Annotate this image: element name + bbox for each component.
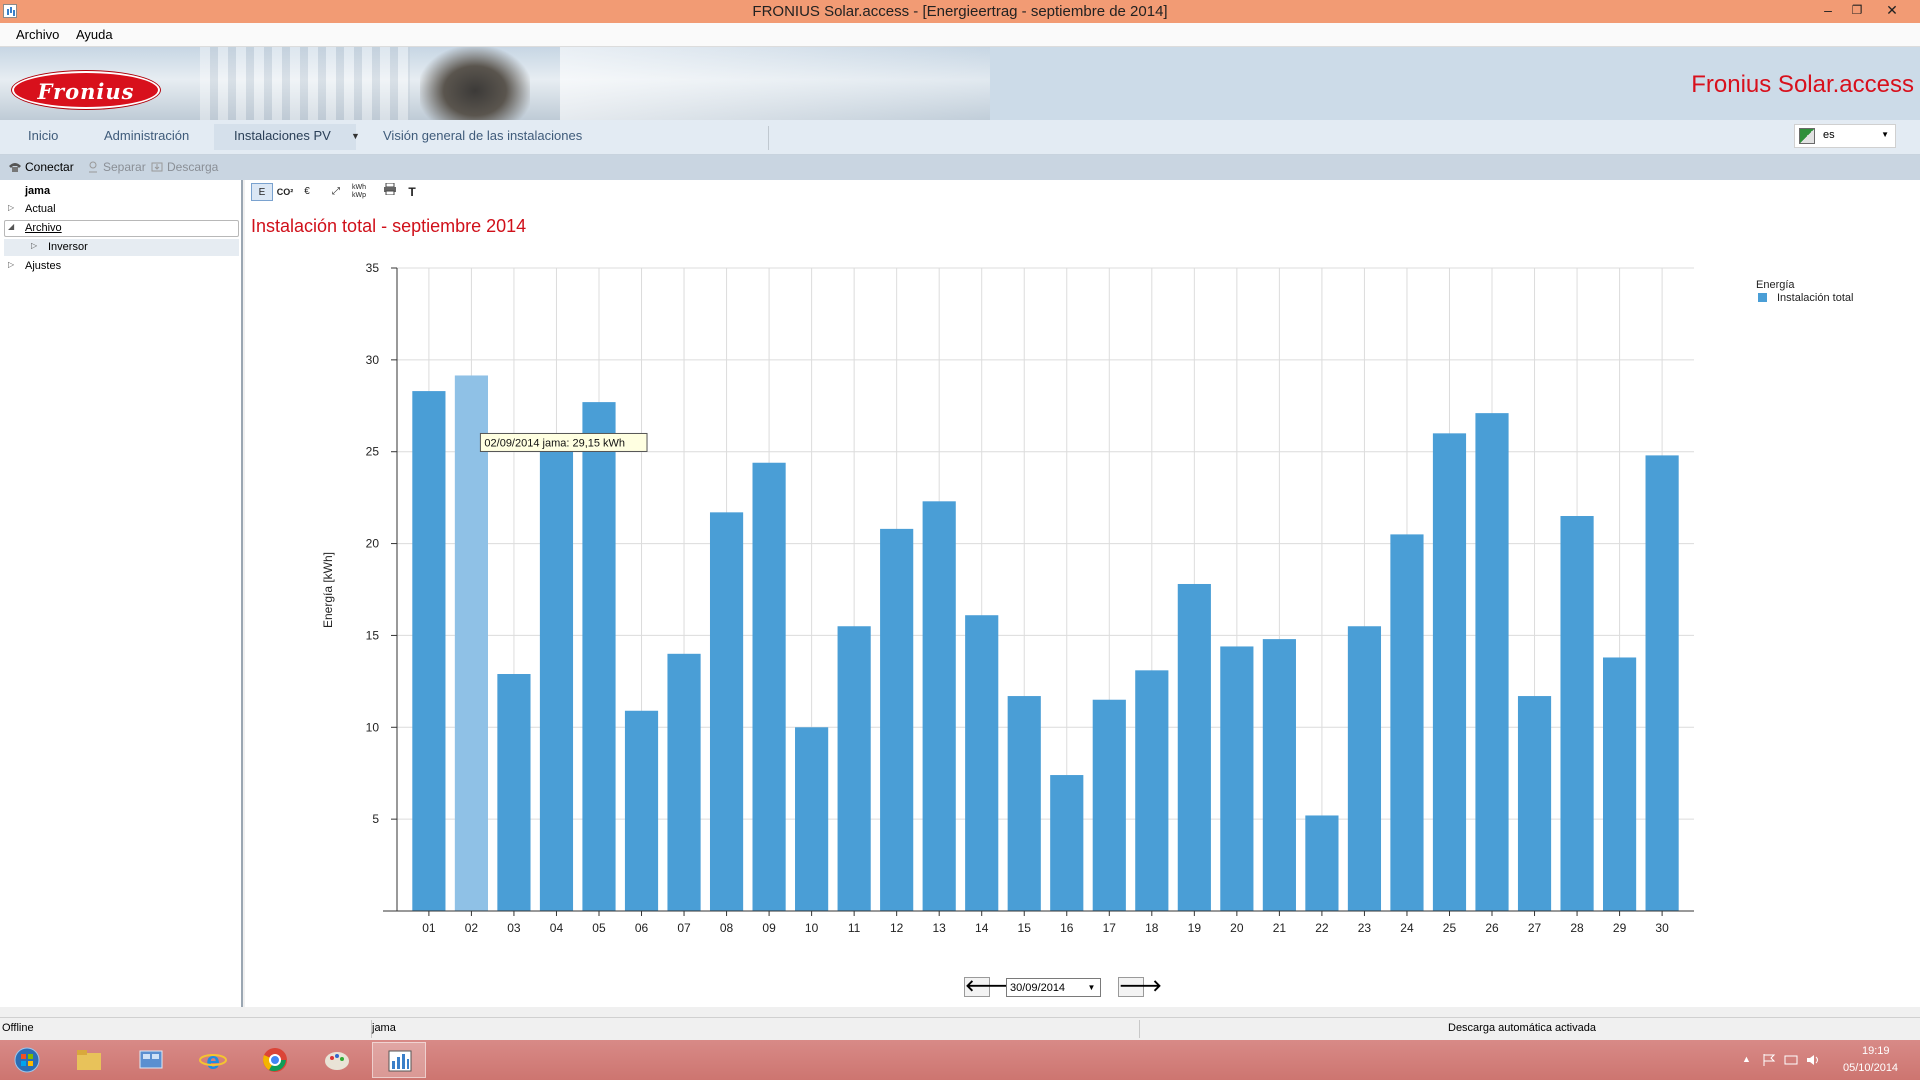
connect-button[interactable]: Conectar: [8, 160, 74, 174]
minimize-button[interactable]: –: [1824, 2, 1832, 18]
tab-inicio[interactable]: Inicio: [28, 128, 59, 143]
print-icon[interactable]: [379, 182, 401, 201]
phone-icon: [9, 163, 21, 172]
folder-icon: [77, 1050, 101, 1070]
taskbar-control-panel[interactable]: [124, 1042, 178, 1078]
tray-time: 19:19: [1862, 1045, 1890, 1057]
volume-icon: [1807, 1055, 1818, 1065]
start-button[interactable]: [0, 1042, 54, 1078]
tab-instalaciones-pv[interactable]: Instalaciones PV: [234, 128, 331, 143]
energy-view-button[interactable]: E: [251, 183, 273, 201]
tree-hover: [4, 239, 239, 256]
taskbar-chrome[interactable]: [248, 1042, 302, 1078]
download-icon: [151, 162, 163, 172]
text-icon[interactable]: T: [408, 185, 416, 199]
language-select[interactable]: es ▼: [1794, 124, 1896, 148]
brand-title: Fronius Solar.access: [1691, 71, 1914, 98]
prev-month-button[interactable]: 🡐: [964, 977, 1008, 997]
header-banner: [0, 47, 1920, 120]
menu-ayuda[interactable]: Ayuda: [76, 27, 113, 42]
tree-item-archivo[interactable]: Archivo: [25, 222, 62, 234]
network-icon: [1784, 1055, 1798, 1065]
status-bar: Offline jama Descarga automática activad…: [0, 1017, 1920, 1039]
status-connection: Offline: [2, 1022, 34, 1034]
fronius-logo: Fronius: [12, 71, 160, 109]
next-month-button[interactable]: 🡒: [1118, 977, 1162, 997]
disconnect-icon: [89, 161, 97, 173]
nav-separator: [768, 126, 769, 150]
menu-bar: Archivo Ayuda: [0, 23, 1920, 47]
taskbar-explorer[interactable]: [62, 1042, 116, 1078]
active-tab-highlight: [214, 124, 356, 150]
separate-button[interactable]: Separar: [86, 160, 146, 174]
chrome-icon: [263, 1048, 287, 1072]
status-message: Descarga automática activada: [1448, 1022, 1596, 1034]
taskbar-paint[interactable]: [310, 1042, 364, 1078]
date-value: 30/09/2014: [1010, 982, 1066, 994]
expand-icon[interactable]: ▷: [31, 241, 38, 250]
app-icon: [3, 4, 17, 18]
windows-taskbar: e ▲ 19:19 05/10/2014: [0, 1040, 1920, 1080]
navigation-tree: jama ▷ Actual ◢ Archivo ▷ Inversor ▷ Aju…: [0, 180, 243, 1007]
content-area: [245, 180, 1920, 1007]
status-system: jama: [372, 1022, 396, 1034]
tree-selection: [4, 220, 239, 237]
tree-item-actual[interactable]: Actual: [25, 203, 56, 215]
menu-archivo[interactable]: Archivo: [16, 27, 60, 42]
language-flag-icon: [1799, 128, 1815, 144]
svg-text:e: e: [206, 1048, 219, 1073]
tab-vision-general[interactable]: Visión general de las instalaciones: [383, 128, 583, 143]
zoom-icon[interactable]: ⤢: [332, 186, 340, 197]
taskbar-solar-access[interactable]: [372, 1042, 426, 1078]
main-nav: Inicio Administración Instalaciones PV ▼…: [0, 120, 1920, 155]
tree-item-ajustes[interactable]: Ajustes: [25, 260, 62, 272]
expand-icon[interactable]: ▷: [8, 260, 15, 269]
internet-explorer-icon: e: [199, 1048, 227, 1073]
tab-administracion[interactable]: Administración: [104, 128, 190, 143]
chart-app-icon: [388, 1050, 412, 1072]
chevron-down-icon: ▼: [1881, 130, 1889, 139]
banner-photo: [0, 47, 990, 120]
chevron-down-icon[interactable]: ▼: [1087, 983, 1096, 992]
tray-expand-icon[interactable]: ▲: [1742, 1054, 1751, 1064]
title-bar: FRONIUS Solar.access - [Energieertrag - …: [0, 0, 1920, 23]
specific-yield-button[interactable]: kWh kWp: [352, 184, 366, 199]
download-button[interactable]: Descarga: [150, 160, 218, 174]
currency-view-button[interactable]: €: [304, 186, 310, 197]
action-center-flag-icon: [1763, 1054, 1776, 1066]
co2-view-button[interactable]: CO²: [276, 187, 294, 197]
tree-item-inversor[interactable]: Inversor: [48, 241, 88, 253]
window-title: FRONIUS Solar.access - [Energieertrag - …: [752, 3, 1168, 20]
language-value: es: [1823, 129, 1835, 141]
taskbar-ie[interactable]: e: [186, 1042, 240, 1078]
tree-root[interactable]: jama: [25, 185, 51, 197]
paint-icon: [325, 1052, 349, 1070]
restore-button[interactable]: ❐: [1851, 3, 1863, 17]
close-button[interactable]: ✕: [1886, 2, 1898, 18]
control-panel-icon: [139, 1050, 163, 1069]
date-picker[interactable]: 30/09/2014 ▼: [1006, 978, 1101, 997]
windows-start-icon: [14, 1047, 40, 1073]
chart-title: Instalación total - septiembre 2014: [251, 216, 527, 236]
tray-date: 05/10/2014: [1843, 1062, 1899, 1074]
expand-icon[interactable]: ▷: [8, 203, 15, 212]
connection-toolbar: Conectar Separar Descarga: [0, 155, 1920, 180]
tab-dropdown-icon[interactable]: ▼: [351, 131, 360, 141]
collapse-icon[interactable]: ◢: [8, 222, 15, 231]
